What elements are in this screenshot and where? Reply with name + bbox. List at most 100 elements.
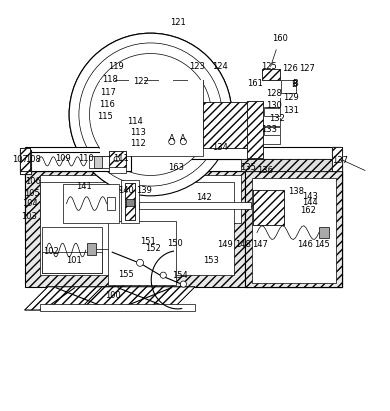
Text: 146: 146 (298, 240, 313, 249)
Circle shape (69, 33, 232, 196)
Bar (264, 127, 280, 135)
Bar (121, 180, 139, 223)
Text: A: A (180, 134, 186, 143)
Text: 142: 142 (196, 193, 211, 202)
Bar (100, 81, 115, 156)
Bar (264, 118, 280, 126)
Text: 130: 130 (266, 101, 282, 110)
Bar (126, 199, 134, 206)
Bar (245, 171, 342, 287)
Bar (253, 190, 284, 225)
Bar (245, 171, 342, 287)
Circle shape (180, 281, 186, 287)
Bar (20, 150, 31, 174)
Text: 102: 102 (43, 247, 59, 256)
Text: 112: 112 (130, 139, 145, 148)
Text: 100: 100 (105, 291, 121, 300)
Bar (241, 159, 340, 171)
Bar (247, 101, 263, 158)
Circle shape (79, 43, 222, 186)
Text: 148: 148 (236, 240, 251, 249)
Bar (40, 175, 241, 223)
Text: 108: 108 (25, 155, 41, 164)
Text: 117: 117 (100, 88, 116, 97)
Text: 118: 118 (102, 75, 118, 84)
Bar (42, 227, 102, 273)
Text: 124: 124 (212, 62, 228, 72)
Text: 160: 160 (272, 35, 288, 44)
Text: 129: 129 (283, 93, 299, 102)
Bar (264, 136, 280, 144)
Circle shape (69, 33, 232, 196)
Text: A: A (169, 134, 175, 143)
Bar (319, 227, 329, 238)
Bar (264, 136, 280, 144)
Text: 162: 162 (300, 206, 316, 215)
Text: 119: 119 (108, 62, 124, 72)
Text: 152: 152 (145, 244, 161, 253)
Text: 132: 132 (269, 114, 285, 123)
Bar (247, 101, 263, 158)
Text: 138: 138 (289, 187, 305, 196)
Text: 121: 121 (170, 18, 186, 27)
Bar (264, 98, 280, 107)
Bar (20, 148, 30, 171)
Text: 141: 141 (76, 182, 91, 192)
Circle shape (114, 156, 119, 162)
Text: 131: 131 (283, 106, 299, 115)
Text: 126: 126 (282, 64, 298, 72)
Text: 144: 144 (303, 198, 318, 207)
Text: 123: 123 (189, 62, 205, 72)
Text: 127: 127 (300, 64, 315, 72)
Bar (25, 159, 342, 236)
Bar (20, 150, 31, 174)
Bar (25, 159, 340, 171)
Text: 133: 133 (261, 125, 277, 134)
Bar (188, 81, 203, 156)
Bar (203, 102, 249, 148)
Text: 105: 105 (24, 189, 39, 199)
Circle shape (136, 259, 144, 266)
Text: 107: 107 (12, 155, 28, 164)
Bar (124, 183, 135, 220)
Bar (108, 221, 176, 285)
Bar (20, 148, 30, 171)
Text: 114: 114 (127, 117, 143, 126)
Text: 154: 154 (172, 272, 188, 280)
Text: 151: 151 (140, 237, 156, 246)
Text: 134: 134 (212, 143, 228, 152)
Bar (139, 202, 251, 209)
Text: 147: 147 (252, 240, 268, 249)
Bar (203, 102, 249, 148)
Text: 143: 143 (303, 192, 318, 201)
Bar (94, 156, 102, 168)
Text: 136: 136 (257, 166, 273, 175)
Text: B: B (291, 80, 297, 89)
Text: 101: 101 (66, 256, 82, 265)
Text: 140: 140 (118, 186, 134, 195)
Bar (109, 151, 126, 173)
Bar (40, 304, 195, 311)
Text: 106: 106 (25, 177, 41, 186)
Text: 135: 135 (241, 163, 256, 172)
Text: 139: 139 (136, 186, 152, 195)
Bar (25, 171, 342, 287)
Bar (107, 197, 115, 210)
Text: 115: 115 (97, 112, 113, 121)
Bar (40, 182, 234, 275)
Bar (332, 148, 342, 171)
Bar (21, 152, 131, 171)
Circle shape (168, 139, 175, 145)
Text: 104: 104 (23, 199, 38, 208)
Text: B: B (292, 79, 298, 88)
Bar (42, 252, 102, 273)
Polygon shape (25, 287, 125, 310)
Circle shape (160, 272, 167, 278)
Bar (100, 81, 203, 156)
Text: 128: 128 (266, 89, 282, 98)
Bar (109, 151, 126, 167)
Text: 163: 163 (168, 163, 184, 172)
Circle shape (89, 53, 211, 175)
Bar (252, 178, 335, 283)
Text: 116: 116 (99, 99, 115, 109)
